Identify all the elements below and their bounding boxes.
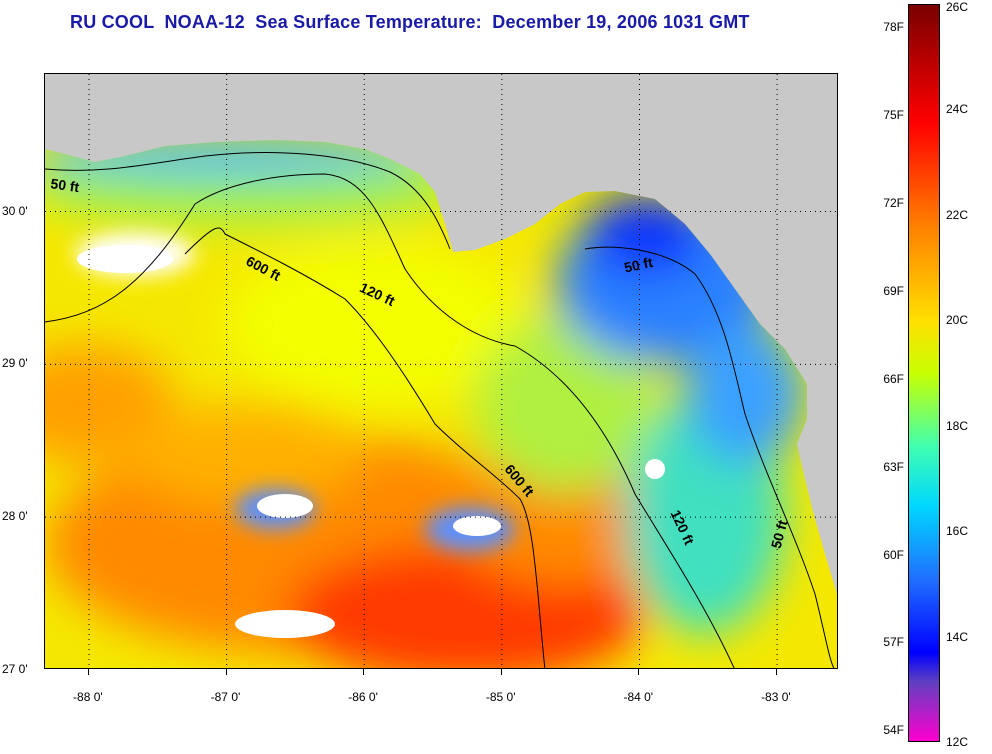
lon-tick: [776, 669, 778, 675]
lon-tick: [500, 669, 502, 675]
latitude-label: 27 0': [2, 662, 28, 676]
longitude-label: -88 0': [73, 690, 103, 704]
lon-tick: [638, 669, 640, 675]
longitude-label: -83 0': [761, 690, 791, 704]
contour-label-0: 50 ft: [50, 175, 81, 195]
colorbar-fahrenheit-label: 75F: [883, 108, 904, 123]
longitude-label: -85 0': [485, 690, 516, 704]
contour-label-3: 50 ft: [623, 254, 655, 276]
colorbar-fahrenheit-label: 69F: [883, 284, 904, 298]
temperature-colorbar: [908, 4, 940, 742]
map-title: RU COOL NOAA-12 Sea Surface Temperature:…: [70, 12, 750, 32]
colorbar-celsius-label: 14C: [946, 629, 969, 644]
colorbar-fahrenheit-label: 66F: [883, 371, 904, 386]
colorbar-celsius-label: 18C: [946, 418, 969, 433]
isobath-600ft: [184, 227, 546, 668]
colorbar-fahrenheit-label: 78F: [883, 20, 904, 35]
sst-map: 50 ft 600 ft 120 ft 50 ft 600 ft 120 ft 50 ft: [44, 73, 838, 669]
isobath-50ft-west: [45, 152, 451, 250]
longitude-label: -86 0': [348, 690, 378, 704]
longitude-label: -84 0': [623, 690, 654, 704]
latitude-label: 30 0': [2, 203, 28, 218]
colorbar-fahrenheit-label: 57F: [883, 635, 904, 650]
colorbar-celsius-label: 26C: [946, 0, 969, 14]
colorbar-celsius-label: 20C: [946, 313, 969, 328]
latitude-label: 28 0': [2, 509, 28, 524]
colorbar-celsius-label: 24C: [946, 102, 969, 117]
latitude-label: 29 0': [2, 356, 28, 371]
isobath-lines: [45, 152, 835, 668]
isobath-120ft: [45, 173, 735, 668]
longitude-label: -87 0': [210, 690, 241, 704]
colorbar-celsius-label: 22C: [946, 207, 969, 222]
isobath-50ft-east: [584, 246, 835, 668]
sea-surface-field: [45, 140, 837, 668]
contour-label-6: 50 ft: [768, 518, 791, 550]
colorbar-celsius-label: 12C: [946, 735, 969, 749]
colorbar-fahrenheit-label: 54F: [883, 723, 904, 738]
lon-tick: [225, 669, 227, 675]
lon-tick: [363, 669, 365, 675]
lon-tick: [88, 669, 90, 675]
colorbar-fahrenheit-label: 63F: [883, 459, 904, 474]
colorbar-fahrenheit-label: 72F: [883, 196, 904, 211]
colorbar-fahrenheit-label: 60F: [883, 547, 904, 562]
colorbar-celsius-label: 16C: [946, 524, 969, 539]
